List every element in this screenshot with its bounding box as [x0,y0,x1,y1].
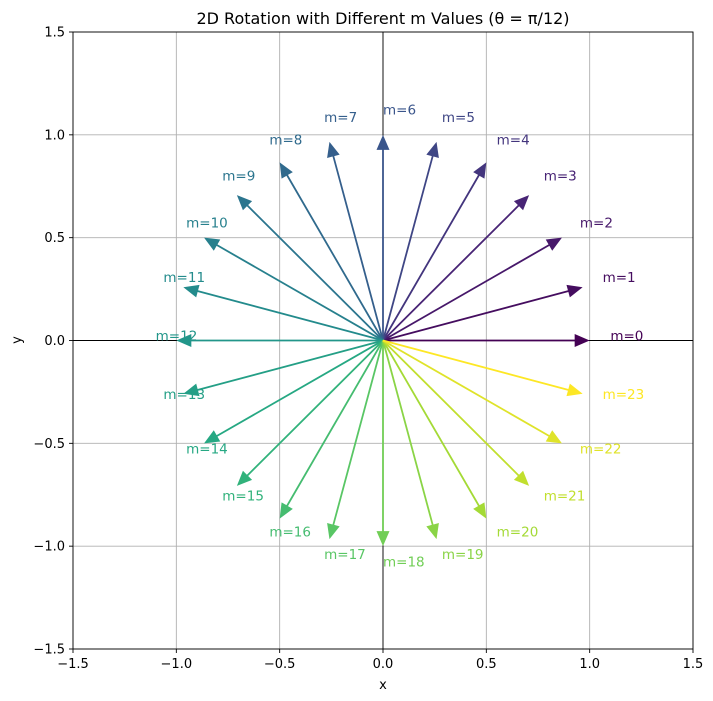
vector-arrow [183,339,384,397]
vectors [176,134,590,547]
vector-arrow [204,237,384,342]
y-tick-label: −1.0 [33,540,65,555]
vector-arrow [376,340,390,547]
vector-arrow [279,340,384,519]
y-tick-label: 1.5 [44,26,65,41]
vector-arrow [382,339,530,486]
vector-arrow [204,339,384,444]
vector-label: m=13 [163,387,205,403]
vector-arrow [382,284,583,342]
y-tick-label: 0.5 [44,231,65,246]
vector-arrow [382,141,439,341]
vector-label: m=5 [442,110,475,126]
vector-label: m=20 [497,524,539,540]
vector-label: m=4 [497,133,530,149]
vector-label: m=18 [383,555,425,571]
vector-arrow [183,284,384,342]
vector-label: m=14 [186,442,228,458]
y-tick-label: −0.5 [33,437,65,452]
vector-arrow [382,340,439,540]
vector-label: m=1 [603,270,636,286]
vector-arrow [382,195,530,342]
vector-label: m=17 [324,547,366,563]
vector-label: m=11 [163,270,205,286]
vector-labels: m=0 m=1 m=2 m=3 m=4 m=5 m=6 m=7 m=8 m=9 m=10 m=11 m=… [156,102,645,570]
vector-label: m=6 [383,102,416,118]
vector-label: m=16 [269,524,311,540]
vector-arrow [382,339,562,444]
vector-arrow [327,340,384,540]
y-tick-label: −1.5 [33,643,65,658]
vector-arrow [383,334,590,347]
vector-arrow [176,334,383,347]
vector-label: m=0 [610,329,643,345]
y-axis-ticks: −1.5 −1.0 −0.5 0.0 0.5 1.0 1.5 [33,26,73,658]
vector-arrow [279,162,384,341]
y-tick-label: 0.0 [44,334,65,349]
vector-arrow [376,134,390,341]
vector-label: m=2 [580,215,613,231]
y-axis-label: y [10,336,25,344]
vector-label: m=12 [156,329,198,345]
vector-arrow [382,339,583,397]
vector-arrow [327,141,384,341]
x-tick-label: 0.0 [373,657,394,672]
x-tick-label: 1.5 [683,657,704,672]
vector-arrow [382,162,487,341]
x-tick-label: 1.0 [579,657,600,672]
x-tick-label: −1.5 [57,657,89,672]
vector-label: m=3 [544,169,577,185]
vector-label: m=9 [222,169,255,185]
vector-label: m=15 [222,488,264,504]
vector-label: m=22 [580,442,622,458]
vector-label: m=7 [324,110,357,126]
x-tick-label: −1.0 [161,657,193,672]
vector-arrow [382,237,562,342]
x-axis-label: x [379,678,387,693]
vector-label: m=8 [269,133,302,149]
vector-arrow [236,339,384,486]
x-tick-label: −0.5 [264,657,296,672]
vector-arrow [236,195,384,342]
vector-label: m=19 [442,547,484,563]
x-axis-ticks: −1.5 −1.0 −0.5 0.0 0.5 1.0 1.5 [57,649,703,672]
vector-label: m=21 [544,488,586,504]
vector-label: m=10 [186,215,228,231]
x-tick-label: 0.5 [476,657,497,672]
vector-label: m=23 [603,387,645,403]
chart-title: 2D Rotation with Different m Values (θ =… [196,9,569,28]
y-tick-label: 1.0 [44,128,65,143]
vector-arrow [382,340,487,519]
